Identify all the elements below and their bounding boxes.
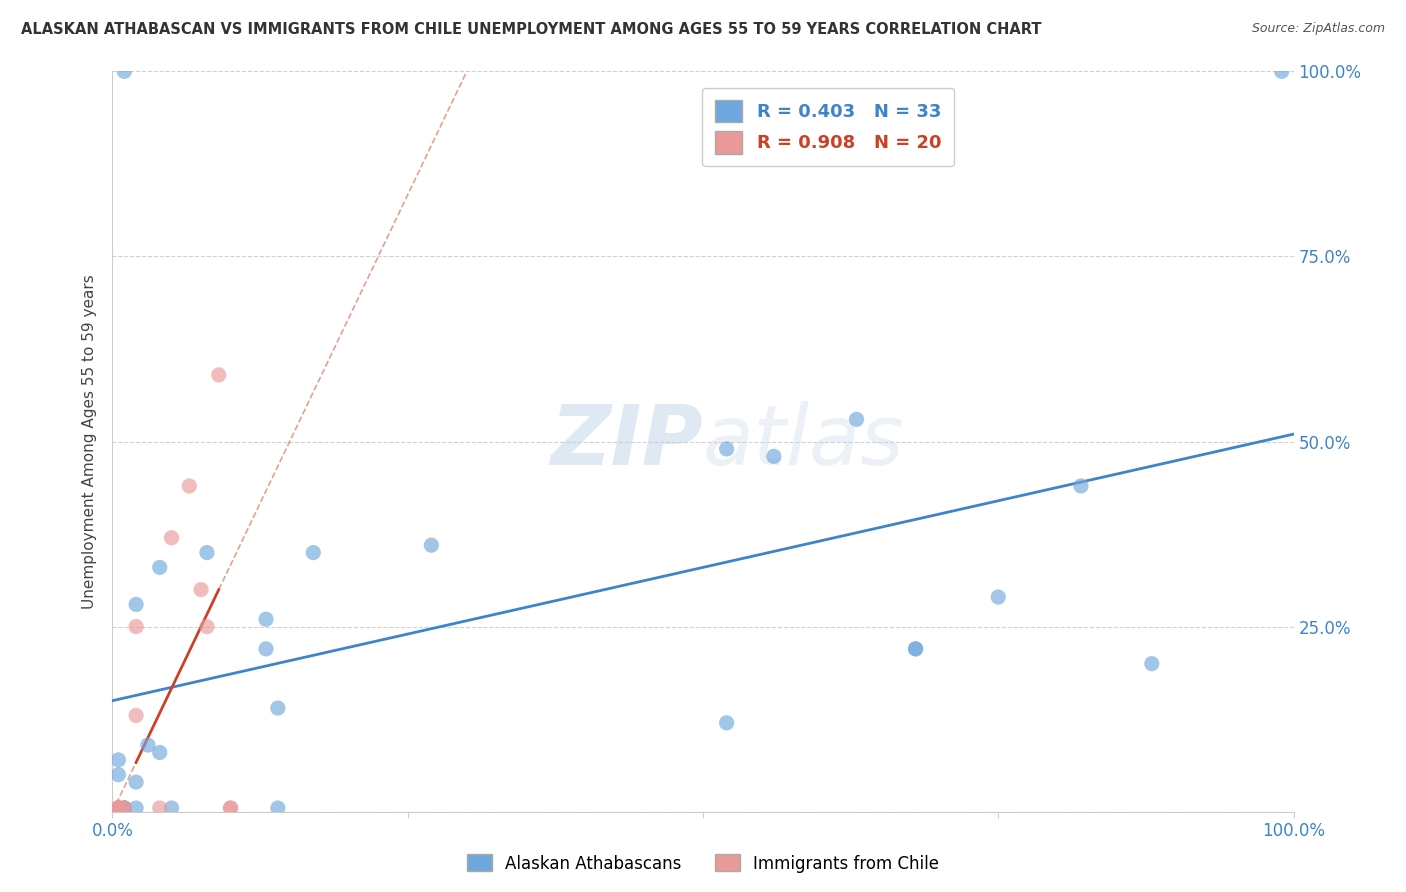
Point: [107, 801, 129, 815]
Point: [112, 801, 135, 815]
Point: [190, 582, 212, 597]
Point: [716, 715, 738, 730]
Point: [107, 801, 129, 815]
Point: [125, 708, 148, 723]
Point: [149, 746, 172, 760]
Point: [107, 801, 129, 815]
Point: [845, 412, 868, 426]
Point: [160, 801, 183, 815]
Point: [125, 619, 148, 633]
Point: [904, 641, 927, 656]
Point: [112, 801, 135, 815]
Point: [1070, 479, 1092, 493]
Y-axis label: Unemployment Among Ages 55 to 59 years: Unemployment Among Ages 55 to 59 years: [82, 274, 97, 609]
Point: [904, 641, 927, 656]
Point: [125, 598, 148, 612]
Point: [195, 619, 218, 633]
Point: [112, 801, 135, 815]
Text: ALASKAN ATHABASCAN VS IMMIGRANTS FROM CHILE UNEMPLOYMENT AMONG AGES 55 TO 59 YEA: ALASKAN ATHABASCAN VS IMMIGRANTS FROM CH…: [21, 22, 1042, 37]
Point: [149, 560, 172, 574]
Point: [136, 738, 159, 752]
Point: [219, 801, 242, 815]
Point: [302, 546, 325, 560]
Point: [107, 801, 129, 815]
Point: [107, 801, 129, 815]
Point: [107, 753, 129, 767]
Text: ZIP: ZIP: [550, 401, 703, 482]
Point: [107, 801, 129, 815]
Point: [987, 590, 1010, 604]
Point: [107, 801, 129, 815]
Point: [208, 368, 231, 382]
Point: [716, 442, 738, 456]
Point: [762, 450, 785, 464]
Point: [267, 701, 290, 715]
Point: [112, 801, 135, 815]
Text: atlas: atlas: [703, 401, 904, 482]
Point: [267, 801, 290, 815]
Point: [219, 801, 242, 815]
Point: [107, 801, 129, 815]
Point: [112, 64, 135, 78]
Point: [149, 801, 172, 815]
Legend: R = 0.403   N = 33, R = 0.908   N = 20: R = 0.403 N = 33, R = 0.908 N = 20: [703, 87, 953, 166]
Point: [160, 531, 183, 545]
Point: [125, 775, 148, 789]
Point: [107, 767, 129, 781]
Point: [125, 801, 148, 815]
Point: [107, 801, 129, 815]
Point: [254, 641, 277, 656]
Text: Source: ZipAtlas.com: Source: ZipAtlas.com: [1251, 22, 1385, 36]
Point: [195, 546, 218, 560]
Legend: Alaskan Athabascans, Immigrants from Chile: Alaskan Athabascans, Immigrants from Chi…: [460, 847, 946, 880]
Point: [112, 801, 135, 815]
Point: [1140, 657, 1163, 671]
Point: [420, 538, 443, 552]
Point: [107, 801, 129, 815]
Point: [1271, 64, 1294, 78]
Point: [254, 612, 277, 626]
Point: [179, 479, 201, 493]
Point: [107, 801, 129, 815]
